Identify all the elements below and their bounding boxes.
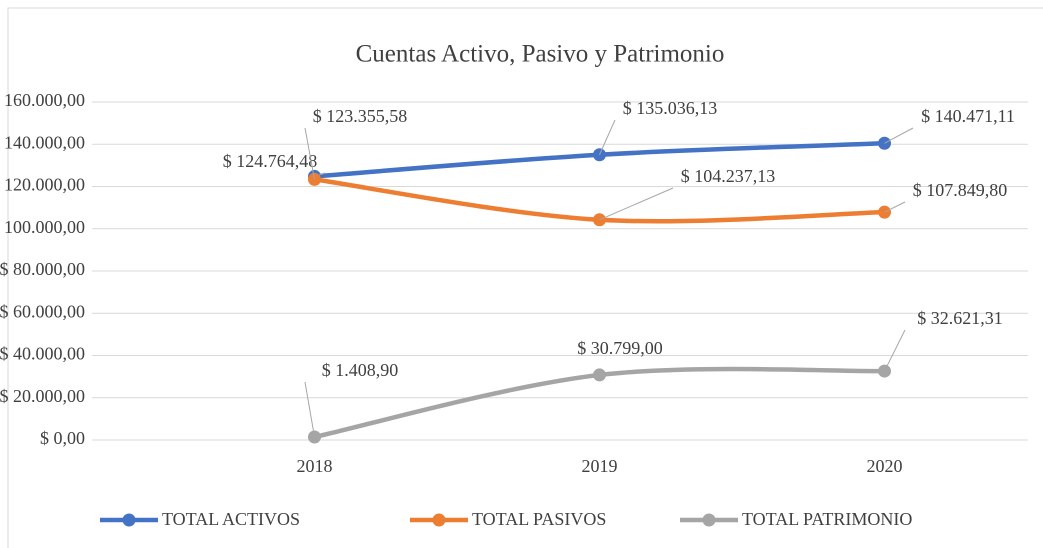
marker (593, 368, 606, 382)
data-label: $ 135.036,13 (623, 98, 718, 118)
y-tick-label: $ 100.000,00 (0, 217, 85, 237)
legend-label: TOTAL PATRIMONIO (742, 509, 912, 529)
data-label: $ 104.237,13 (681, 166, 776, 186)
legend-marker (122, 513, 136, 527)
chart-border (7, 7, 1043, 548)
x-tick-label: 2020 (867, 456, 903, 476)
leader-line (884, 127, 914, 144)
y-tick-label: $ 160.000,00 (0, 90, 85, 110)
chart-title: Cuentas Activo, Pasivo y Patrimonio (356, 41, 725, 68)
data-label: $ 107.849,80 (913, 180, 1008, 200)
y-tick-label: $ 80.000,00 (0, 259, 85, 279)
y-tick-label: $ 60.000,00 (0, 301, 85, 321)
leader-line (599, 187, 674, 221)
leader-line (884, 201, 906, 213)
y-tick-label: $ 140.000,00 (0, 132, 85, 152)
leader-line (884, 329, 906, 372)
y-tick-label: $ 120.000,00 (0, 175, 85, 195)
data-label: $ 123.355,58 (313, 106, 408, 126)
legend-marker (432, 513, 446, 527)
leader-line (599, 119, 616, 155)
y-tick-label: $ 40.000,00 (0, 344, 85, 364)
y-tick-label: $ 20.000,00 (0, 386, 85, 406)
leader-line (304, 127, 315, 180)
data-label: $ 32.621,31 (917, 308, 1003, 328)
x-tick-label: 2019 (582, 456, 618, 476)
y-tick-label: $ 0,00 (40, 428, 85, 448)
data-label: $ 124.764,48 (223, 151, 318, 171)
x-tick-label: 2018 (297, 456, 333, 476)
data-label: $ 1.408,90 (322, 360, 399, 380)
legend-marker (702, 513, 716, 527)
leader-line (304, 381, 315, 438)
legend-label: TOTAL ACTIVOS (162, 509, 300, 529)
legend-label: TOTAL PASIVOS (472, 509, 606, 529)
data-label: $ 30.799,00 (577, 338, 663, 358)
data-label: $ 140.471,11 (921, 106, 1015, 126)
